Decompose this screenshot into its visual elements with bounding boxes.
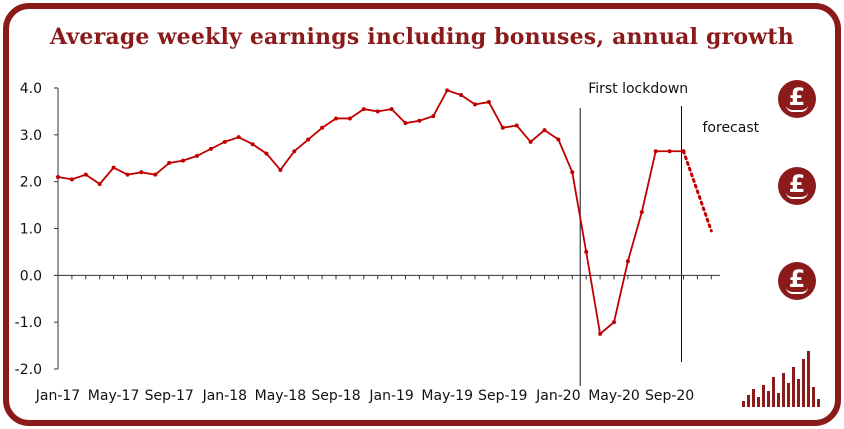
data-point: [139, 170, 144, 175]
data-point: [445, 88, 450, 93]
data-point: [334, 116, 338, 121]
data-point: [556, 137, 561, 142]
bar-chart-logo-icon: [742, 351, 820, 407]
data-point: [125, 172, 130, 177]
data-point: [278, 167, 283, 172]
data-point: [417, 118, 422, 123]
data-point: [97, 182, 102, 187]
logo-bar: [787, 383, 790, 407]
data-point: [250, 142, 255, 147]
pound-hand-icon: £: [778, 80, 816, 118]
chart-title: Average weekly earnings including bonuse…: [50, 24, 794, 50]
data-point: [473, 102, 477, 107]
data-point: [361, 107, 366, 112]
logo-bar: [772, 377, 775, 407]
annotation-first-lockdown: First lockdown: [588, 81, 688, 97]
data-point: [459, 93, 464, 98]
logo-bar: [817, 399, 820, 407]
annotations: First lockdown forecast: [588, 81, 759, 136]
x-tick-label: May-18: [255, 388, 307, 404]
data-point: [306, 137, 311, 142]
data-point: [639, 210, 644, 215]
data-point: [542, 128, 547, 133]
data-point: [83, 172, 88, 177]
data-point: [292, 149, 297, 154]
data-point: [598, 331, 603, 336]
x-tick-label: Sep-20: [645, 388, 694, 404]
logo-bar: [742, 401, 745, 407]
logo-bar: [777, 393, 780, 407]
logo-bar: [782, 373, 785, 407]
logo-bar: [757, 397, 760, 407]
data-point: [486, 100, 491, 105]
data-point: [500, 125, 505, 130]
x-tick-label: Sep-18: [311, 388, 360, 404]
data-point: [653, 149, 658, 154]
data-point: [181, 158, 186, 163]
data-point: [222, 139, 227, 144]
data-point: [667, 149, 672, 154]
series-layer: [56, 88, 713, 336]
data-point: [56, 174, 60, 179]
data-point: [208, 146, 213, 151]
data-point: [612, 320, 616, 325]
data-point: [347, 116, 352, 121]
logo-bar: [752, 389, 755, 407]
y-tick-label: 2.0: [20, 175, 42, 191]
data-point: [153, 172, 158, 177]
pound-hand-icon: £: [778, 167, 816, 205]
y-tick-label: 4.0: [20, 81, 42, 97]
y-tick-label: -1.0: [15, 315, 42, 331]
x-tick-label: Sep-19: [478, 388, 527, 404]
data-point: [403, 121, 408, 126]
y-tick-label: 3.0: [20, 128, 42, 144]
y-axis: 4.0 3.0 2.0 1.0 0.0 -1.0 -2.0: [15, 81, 59, 378]
data-point: [375, 109, 380, 114]
logo-bar: [767, 391, 770, 407]
data-point: [584, 249, 589, 254]
y-tick-label: 1.0: [20, 222, 42, 238]
logo-bar: [762, 385, 765, 407]
data-point: [570, 170, 575, 175]
data-point: [111, 165, 116, 170]
x-tick-label: Sep-17: [145, 388, 194, 404]
data-point: [236, 135, 241, 140]
x-tick-label: Jan-17: [35, 388, 80, 404]
data-point: [69, 177, 74, 182]
y-tick-label: -2.0: [15, 362, 42, 378]
x-tick-label: Jan-19: [368, 388, 413, 404]
data-point: [528, 139, 533, 144]
pound-hand-icon: £: [778, 262, 816, 300]
data-point: [264, 151, 269, 156]
logo-bar: [812, 387, 815, 407]
data-point: [625, 259, 630, 264]
earnings-series-line: [57, 89, 684, 336]
data-point: [320, 125, 325, 130]
logo-bar: [797, 379, 800, 407]
y-tick-label: 0.0: [20, 268, 42, 284]
chart-frame: [3, 3, 841, 426]
data-point: [514, 123, 519, 128]
forecast-series-line: [682, 149, 713, 233]
x-axis: Jan-17 May-17 Sep-17 Jan-18 May-18 Sep-18 Jan-…: [35, 274, 720, 404]
x-tick-label: May-19: [421, 388, 473, 404]
logo-bar: [747, 395, 750, 407]
data-point: [431, 114, 436, 119]
x-tick-label: May-17: [88, 388, 140, 404]
data-point: [167, 160, 172, 165]
event-lines: [579, 106, 682, 386]
x-tick-label: Jan-20: [535, 388, 580, 404]
x-tick-label: May-20: [588, 388, 640, 404]
logo-bar: [792, 367, 795, 407]
annotation-forecast: forecast: [703, 120, 760, 136]
logo-bar: [807, 351, 810, 407]
x-tick-label: Jan-18: [202, 388, 247, 404]
data-point: [195, 153, 199, 158]
data-point: [389, 107, 394, 112]
logo-bar: [802, 359, 805, 407]
